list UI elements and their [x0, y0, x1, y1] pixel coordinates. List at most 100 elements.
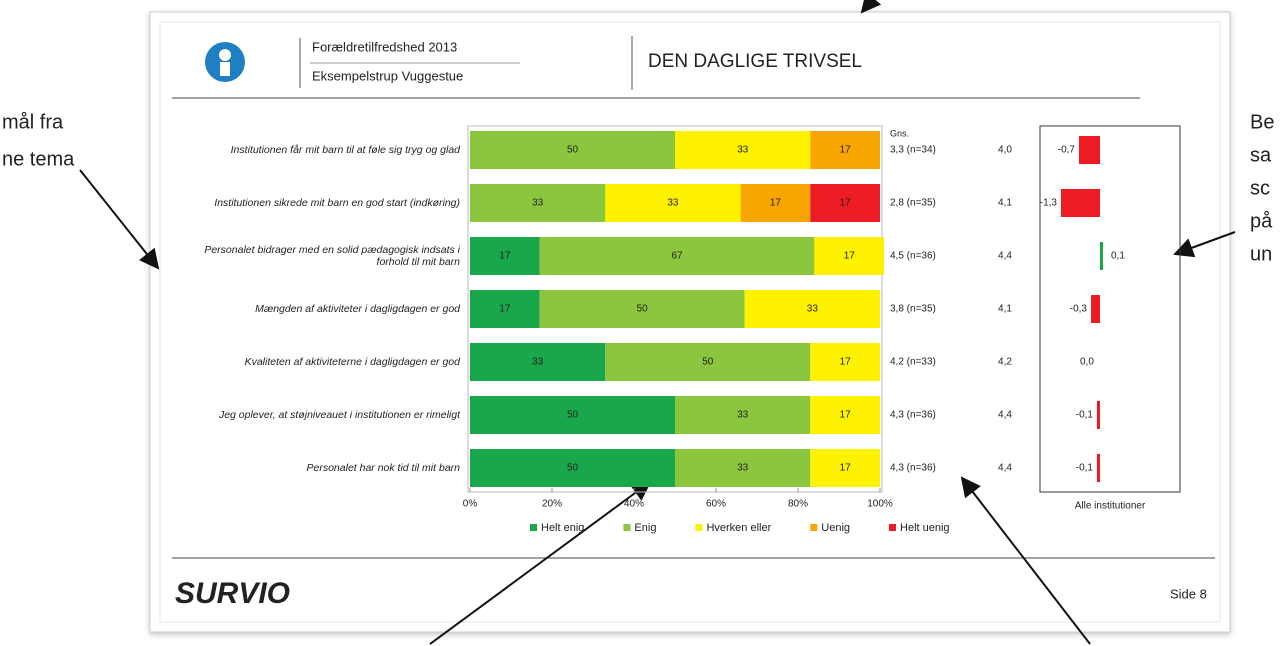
average-label: 3,8 (n=35): [890, 304, 936, 315]
difference-label: -0,7: [1058, 145, 1076, 156]
difference-axis-label: Alle institutioner: [1075, 501, 1146, 512]
difference-label: -0,1: [1076, 463, 1094, 474]
data-label: 50: [567, 410, 579, 421]
data-label: 17: [840, 463, 852, 474]
data-label: 33: [807, 304, 819, 315]
difference-label: 0,0: [1080, 357, 1094, 368]
average-label: 3,3 (n=34): [890, 145, 936, 156]
all-institutions-average: 4,1: [998, 304, 1012, 315]
data-label: 33: [667, 198, 679, 209]
all-institutions-average: 4,4: [998, 463, 1012, 474]
average-label: 4,5 (n=36): [890, 251, 936, 262]
brand: SURVIO: [175, 577, 290, 610]
all-institutions-average: 4,0: [998, 145, 1012, 156]
category-label: Mængden af aktiviteter i dagligdagen er …: [255, 303, 460, 315]
average-label: 4,3 (n=36): [890, 410, 936, 421]
data-label: 17: [499, 251, 511, 262]
category-label: Institutionen sikrede mit barn en god st…: [214, 197, 460, 209]
callout-text: Be: [1250, 111, 1274, 133]
bar-segment: [810, 343, 880, 381]
data-label: 50: [567, 463, 579, 474]
category-label: Jeg oplever, at støjniveauet i instituti…: [218, 409, 460, 421]
difference-label: -0,1: [1076, 410, 1094, 421]
difference-label: 0,1: [1111, 251, 1125, 262]
x-tick-label: 80%: [788, 499, 808, 510]
data-label: 17: [840, 357, 852, 368]
callout-text: un: [1250, 243, 1272, 265]
data-label: 50: [702, 357, 714, 368]
data-label: 17: [844, 251, 856, 262]
bar-segment: [810, 184, 880, 222]
x-tick-label: 100%: [867, 499, 893, 510]
average-label: 4,3 (n=36): [890, 463, 936, 474]
callout-text: på: [1250, 210, 1273, 232]
legend-label: Helt uenig: [900, 522, 950, 534]
data-label: 67: [671, 251, 683, 262]
bar-segment: [810, 449, 880, 487]
data-label: 17: [499, 304, 511, 315]
legend-swatch: [530, 524, 537, 531]
data-label: 33: [737, 463, 749, 474]
legend-swatch: [810, 524, 818, 531]
bar-segment: [470, 131, 675, 169]
bar-segment: [814, 237, 885, 275]
all-institutions-average: 4,1: [998, 198, 1012, 209]
data-label: 33: [737, 145, 749, 156]
data-label: 50: [567, 145, 579, 156]
callout-arrow: [429, 480, 652, 645]
legend-swatch: [695, 524, 703, 531]
callout-arrow: [1173, 231, 1236, 258]
all-institutions-average: 4,2: [998, 357, 1012, 368]
page-inner-border: [159, 21, 1221, 623]
callout-text: sa: [1250, 144, 1272, 166]
data-label: 17: [840, 410, 852, 421]
data-label: 17: [770, 198, 782, 209]
legend-swatch: [623, 524, 631, 531]
data-label: 17: [840, 145, 852, 156]
logo-figure: [219, 49, 231, 61]
bar-segment: [539, 237, 815, 275]
difference-bar: [1061, 189, 1100, 217]
bar-segment: [470, 184, 606, 222]
legend-label: Enig: [634, 522, 656, 534]
bar-segment: [810, 131, 880, 169]
x-tick-label: 0%: [463, 499, 478, 510]
all-institutions-average: 4,4: [998, 410, 1012, 421]
difference-frame: [1039, 125, 1181, 493]
bar-segment: [539, 290, 745, 328]
survey-name: Forældretilfredshed 2013: [312, 39, 457, 54]
bar-segment: [810, 396, 880, 434]
bar-segment: [740, 184, 811, 222]
legend-label: Helt enig: [541, 522, 584, 534]
institution-name: Eksempelstrup Vuggestue: [312, 68, 463, 83]
legend-label: Hverken eller: [706, 522, 771, 534]
callout-arrow: [960, 476, 1091, 645]
plot-frame: [467, 125, 883, 493]
all-institutions-average: 4,4: [998, 251, 1012, 262]
bar-segment: [470, 449, 675, 487]
page-number: Side 8: [1170, 586, 1207, 601]
difference-bar: [1097, 401, 1100, 429]
bar-segment: [675, 396, 811, 434]
callout-text: sc: [1250, 177, 1270, 199]
difference-label: -0,3: [1070, 304, 1088, 315]
callout-text: mål fra: [2, 111, 64, 133]
legend-swatch: [889, 524, 897, 531]
x-tick-label: 40%: [624, 499, 644, 510]
data-label: 33: [532, 198, 544, 209]
bar-segment: [744, 290, 880, 328]
column-header: Gns.: [890, 128, 909, 138]
category-label: Kvaliteten af aktiviteterne i dagligdage…: [244, 356, 460, 368]
bar-segment: [470, 343, 606, 381]
x-tick-label: 60%: [706, 499, 726, 510]
data-label: 33: [532, 357, 544, 368]
difference-bar: [1091, 295, 1100, 323]
average-label: 4,2 (n=33): [890, 357, 936, 368]
callout-text: ne tema: [2, 148, 75, 170]
difference-label: -1,3: [1040, 198, 1058, 209]
bar-segment: [470, 396, 675, 434]
difference-bar: [1079, 136, 1100, 164]
bar-segment: [605, 184, 741, 222]
